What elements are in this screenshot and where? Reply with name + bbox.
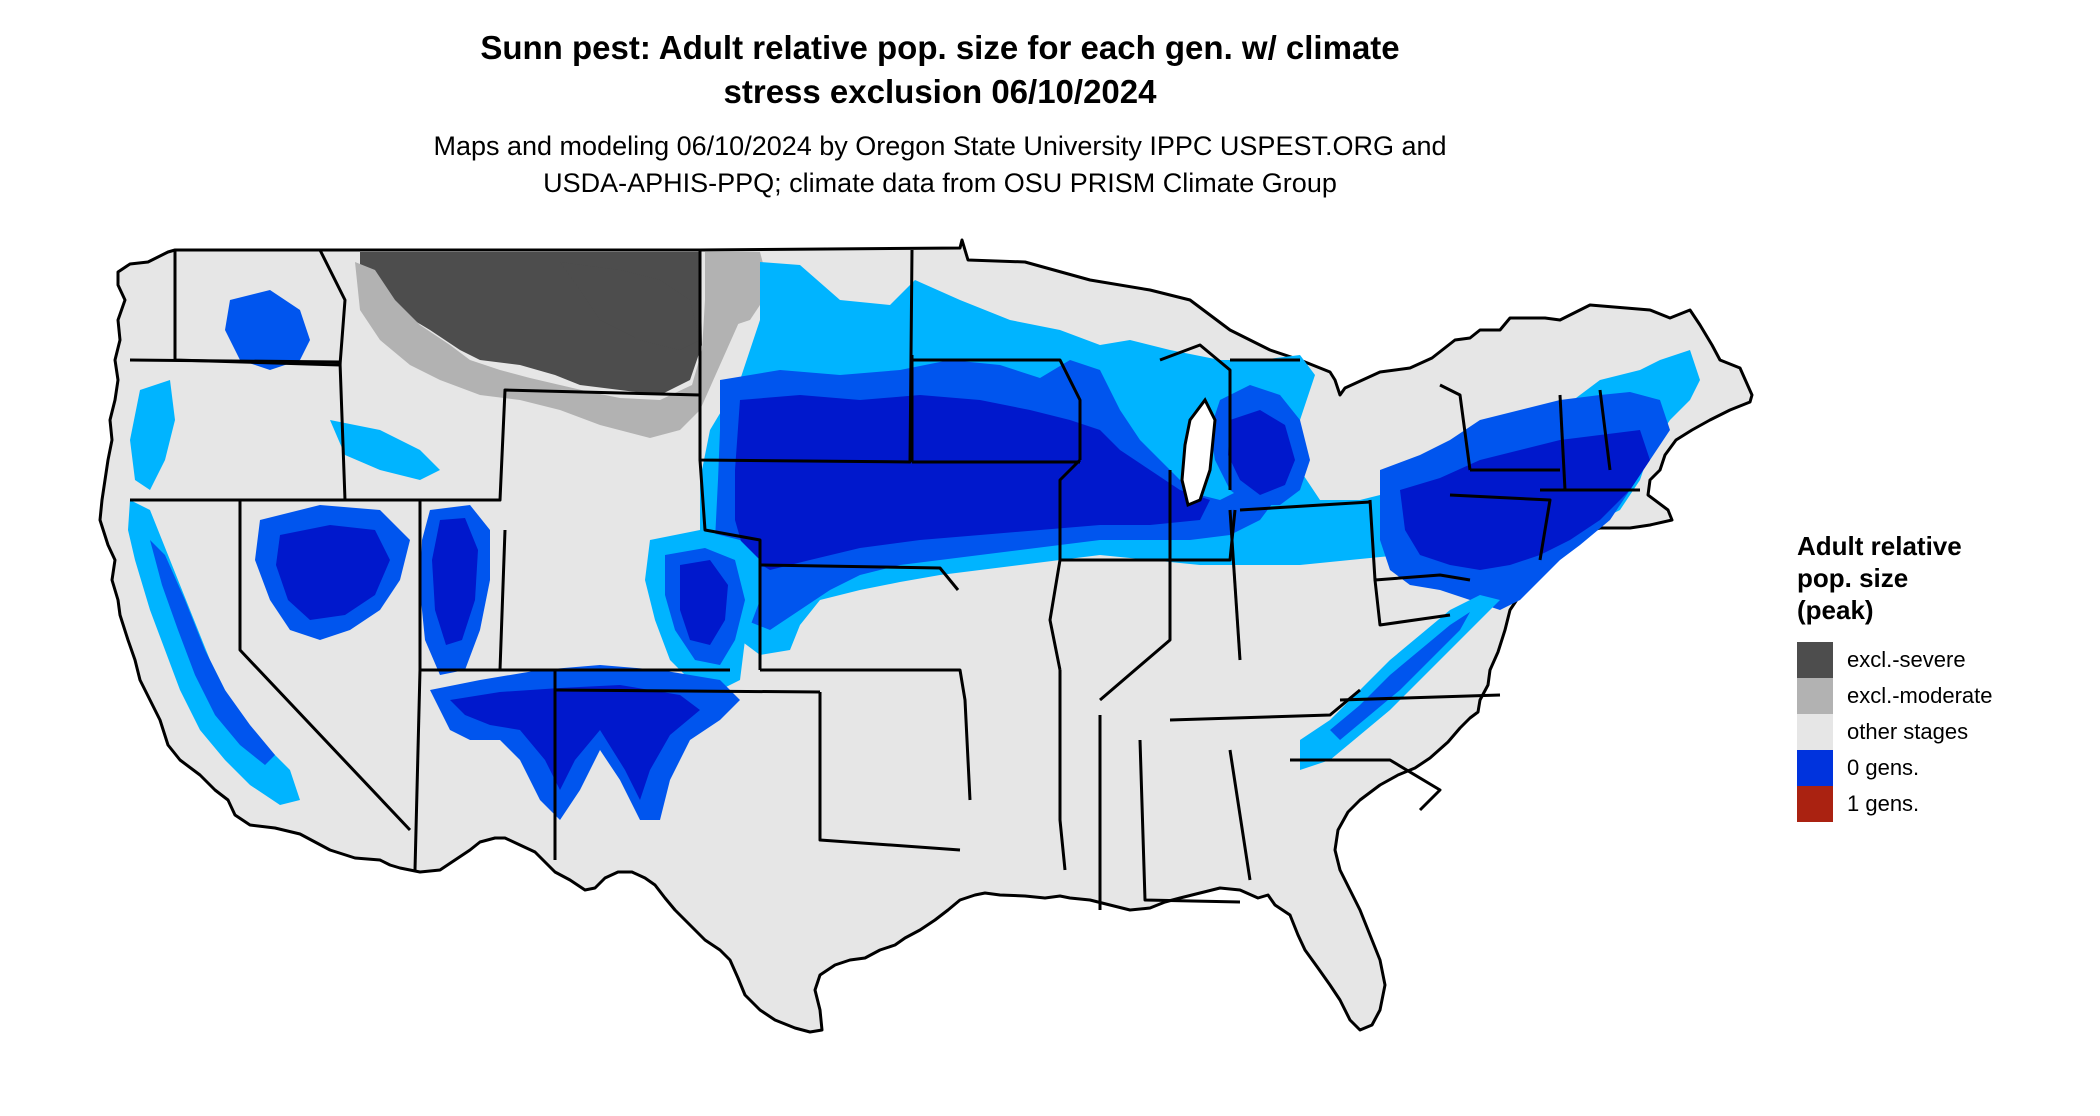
legend-swatch-0-gens <box>1797 750 1833 786</box>
dark-blue-utah <box>432 518 478 645</box>
dark-blue-north-central <box>735 395 1210 570</box>
excl-moderate-ne <box>705 252 770 330</box>
subtitle-line-1: Maps and modeling 06/10/2024 by Oregon S… <box>433 131 1447 161</box>
legend-swatch-excl-severe <box>1797 642 1833 678</box>
lake-michigan <box>1180 397 1217 508</box>
legend-label-0-gens: 0 gens. <box>1847 755 1920 780</box>
mid-blue-california <box>150 540 275 765</box>
dark-blue-michigan <box>1228 410 1295 495</box>
legend-label-1-gens: 1 gens. <box>1847 791 1920 816</box>
legend-label-excl-severe: excl.-severe <box>1847 647 1966 672</box>
legend-item-other-stages: other stages <box>1797 712 2087 750</box>
legend-label-other-stages: other stages <box>1847 719 1969 744</box>
mid-blue-oregon-wa <box>225 290 310 370</box>
title-line-1: Sunn pest: Adult relative pop. size for … <box>480 29 1400 66</box>
legend-swatch-1-gens <box>1797 786 1833 822</box>
light-blue-idaho <box>330 420 440 480</box>
map-title: Sunn pest: Adult relative pop. size for … <box>220 26 1660 114</box>
dark-blue-nevada <box>276 525 390 620</box>
legend-title-line-3: (peak) <box>1797 595 1874 625</box>
light-blue-pnw <box>130 380 175 490</box>
legend-items: excl.-severe excl.-moderate other stages… <box>1797 640 2087 822</box>
us-map <box>98 238 1754 1034</box>
legend-title: Adult relative pop. size (peak) <box>1797 530 2087 626</box>
legend-swatch-other-stages <box>1797 714 1833 750</box>
legend-label-excl-moderate: excl.-moderate <box>1847 683 1993 708</box>
legend-item-1-gens: 1 gens. <box>1797 784 2087 822</box>
legend-item-0-gens: 0 gens. <box>1797 748 2087 786</box>
legend-item-excl-moderate: excl.-moderate <box>1797 676 2087 714</box>
legend-title-line-1: Adult relative <box>1797 531 1962 561</box>
dark-blue-arizona-nm <box>450 685 700 800</box>
map-legend: Adult relative pop. size (peak) excl.-se… <box>1797 530 2087 822</box>
state-borders <box>129 249 1640 910</box>
subtitle-line-2: USDA-APHIS-PPQ; climate data from OSU PR… <box>543 168 1337 198</box>
title-line-2: stress exclusion 06/10/2024 <box>723 73 1157 110</box>
dark-blue-colorado <box>680 560 728 645</box>
mid-blue-appalachia <box>1330 612 1470 740</box>
map-subtitle: Maps and modeling 06/10/2024 by Oregon S… <box>220 128 1660 202</box>
excl-severe-patch <box>480 262 700 350</box>
us-land <box>98 238 1754 1034</box>
excl-moderate-region <box>355 252 745 438</box>
legend-swatch-excl-moderate <box>1797 678 1833 714</box>
legend-title-line-2: pop. size <box>1797 563 1909 593</box>
legend-item-excl-severe: excl.-severe <box>1797 640 2087 678</box>
